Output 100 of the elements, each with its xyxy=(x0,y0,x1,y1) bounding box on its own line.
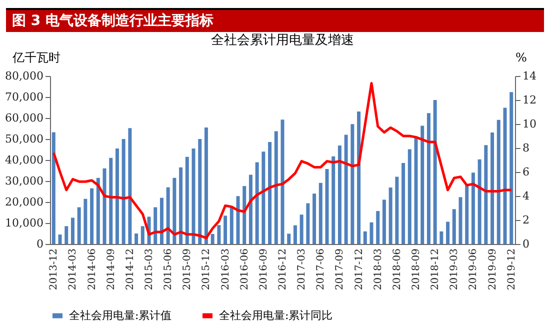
bar xyxy=(96,178,100,244)
x-tick-label: 2019-06 xyxy=(468,248,480,290)
bar xyxy=(395,176,399,244)
bar xyxy=(414,138,418,244)
bar xyxy=(70,218,74,244)
bar xyxy=(402,162,406,244)
x-tick-label: 2015-09 xyxy=(182,248,194,290)
bar xyxy=(496,120,500,244)
bar xyxy=(134,234,138,244)
chart-title: 图 3 电气设备制造行业主要指标 xyxy=(6,8,544,32)
x-tick-label: 2017-03 xyxy=(296,248,308,290)
x-tick-label: 2018-03 xyxy=(372,248,384,290)
bar xyxy=(471,172,475,244)
bar xyxy=(262,152,266,244)
bar xyxy=(293,225,297,244)
bar xyxy=(154,207,158,244)
x-tick-label: 2017-06 xyxy=(316,248,327,290)
bar xyxy=(242,186,246,244)
bar xyxy=(350,124,354,244)
x-tick-label: 2016-09 xyxy=(258,248,270,290)
chart-subtitle: 全社会累计用电量及增速 xyxy=(211,33,354,48)
legend-label: 全社会用电量:累计同比 xyxy=(219,308,333,322)
x-tick-label: 2015-06 xyxy=(163,248,174,290)
bar xyxy=(52,132,56,244)
bar xyxy=(338,146,342,244)
y-tick-label: 30,000 xyxy=(5,174,44,188)
bar xyxy=(172,178,176,244)
bar xyxy=(268,142,272,244)
bar xyxy=(287,234,291,244)
bar xyxy=(64,226,68,244)
bar xyxy=(357,111,361,244)
bar xyxy=(210,234,214,244)
bar xyxy=(503,108,507,244)
y-tick-label: 10,000 xyxy=(5,216,44,230)
bar xyxy=(140,226,144,244)
bar xyxy=(408,149,412,244)
x-tick-label: 2016-12 xyxy=(278,248,288,290)
x-tick-label: 2017-12 xyxy=(354,248,365,290)
bar xyxy=(376,211,380,244)
x-tick-label: 2014-09 xyxy=(106,248,117,290)
y-axis-title: 亿千瓦时 xyxy=(12,50,60,64)
y-tick-label: 20,000 xyxy=(5,196,44,208)
y2-tick-label: 8 xyxy=(522,142,530,154)
bar xyxy=(248,174,252,244)
y-tick-label: 40,000 xyxy=(5,154,44,166)
bar xyxy=(325,169,329,244)
x-tick-label: 2018-06 xyxy=(392,248,403,290)
bar xyxy=(274,131,278,244)
bar xyxy=(420,126,424,244)
y2-tick-label: 10 xyxy=(522,118,536,130)
x-tick-label: 2016-06 xyxy=(239,248,250,290)
y2-tick-label: 12 xyxy=(522,94,536,106)
bar xyxy=(198,139,202,244)
bar xyxy=(102,168,106,244)
bar xyxy=(318,182,322,244)
bar xyxy=(490,132,494,244)
bar xyxy=(478,159,482,244)
y2-tick-label: 0 xyxy=(522,238,530,250)
bar xyxy=(332,156,336,244)
bar xyxy=(217,225,221,244)
bar xyxy=(510,92,514,244)
x-tick-label: 2018-12 xyxy=(430,248,442,290)
x-tick-label: 2013-12 xyxy=(48,248,60,290)
bar xyxy=(382,200,386,244)
bar xyxy=(204,127,208,244)
bar xyxy=(192,148,196,244)
bar xyxy=(122,139,126,244)
x-tick-label: 2016-03 xyxy=(220,248,232,290)
bar xyxy=(363,231,367,244)
x-tick-label: 2015-12 xyxy=(201,248,212,290)
bar xyxy=(484,145,488,244)
bar xyxy=(446,222,450,244)
bar xyxy=(185,156,189,244)
bar xyxy=(458,197,462,244)
bar xyxy=(179,167,183,244)
bar xyxy=(236,196,240,244)
y2-tick-label: 6 xyxy=(522,166,530,178)
bar xyxy=(426,113,430,244)
line-series xyxy=(52,82,513,240)
bar xyxy=(77,207,81,244)
bar xyxy=(440,231,444,244)
y2-tick-label: 4 xyxy=(522,190,530,202)
bar xyxy=(452,209,456,244)
y2-axis-title: % xyxy=(516,50,527,64)
x-tick-label: 2018-09 xyxy=(410,248,422,290)
x-tick-label: 2014-06 xyxy=(86,248,98,290)
x-tick-label: 2014-03 xyxy=(68,248,79,290)
bar xyxy=(58,234,62,244)
bar xyxy=(344,134,348,244)
bar xyxy=(306,203,310,244)
x-tick-label: 2015-03 xyxy=(144,248,156,290)
bar xyxy=(115,148,119,244)
bar xyxy=(370,222,374,244)
y-tick-label: 50,000 xyxy=(5,132,44,146)
bar xyxy=(255,162,259,244)
bar xyxy=(90,188,94,244)
bar xyxy=(230,206,234,244)
bar xyxy=(160,198,164,244)
x-tick-label: 2019-09 xyxy=(487,248,498,290)
bar xyxy=(166,187,170,244)
